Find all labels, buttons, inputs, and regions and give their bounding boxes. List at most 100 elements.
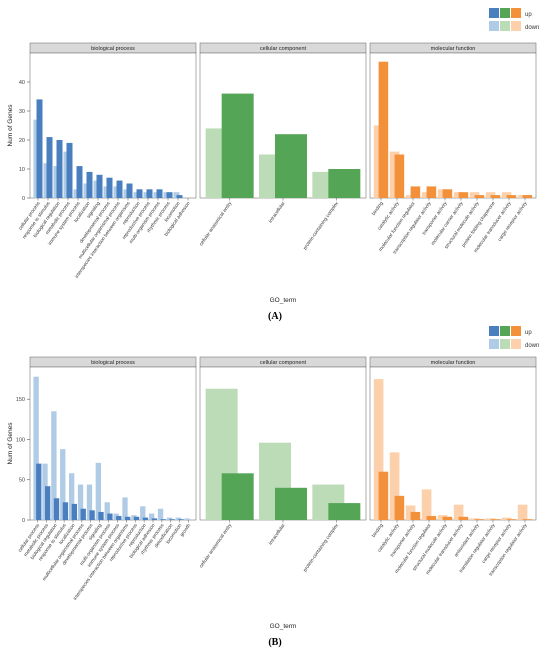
bar-up	[394, 154, 405, 198]
y-axis-label: Num of Genes	[7, 422, 14, 465]
legend-key-up	[489, 326, 499, 336]
bar-up	[36, 99, 43, 198]
bar-up	[116, 180, 123, 198]
bar-up	[426, 186, 437, 198]
bar-down	[184, 518, 190, 520]
x-tick-label: cellular anatomical entity	[198, 522, 233, 569]
bar-up	[275, 487, 307, 520]
bar-down	[373, 379, 384, 520]
bar-up	[66, 142, 73, 198]
legend-label-down: down	[525, 25, 539, 31]
bar-up	[80, 508, 86, 520]
bar-up	[116, 515, 122, 520]
bar-up	[96, 174, 103, 198]
bar-down	[389, 452, 400, 520]
bar-down	[437, 189, 448, 198]
bar-down	[437, 515, 448, 520]
legend-key-down	[500, 339, 510, 349]
bar-down	[149, 513, 155, 520]
bar-down	[86, 484, 93, 520]
legend-key-up	[511, 326, 521, 336]
x-tick-label: cargo receptor activity	[497, 200, 529, 242]
bar-up	[106, 177, 113, 198]
legend-key-down	[511, 339, 521, 349]
bar-up	[160, 519, 166, 520]
bar-up	[221, 93, 254, 198]
x-tick-label: protein-containing complex	[302, 200, 340, 251]
bar-up	[474, 519, 485, 520]
legend-key-up	[489, 8, 499, 18]
facet-panel	[29, 366, 197, 521]
facet-cellular-component: cellular component cellular anatomical en…	[198, 356, 367, 573]
bar-up	[45, 486, 51, 520]
panel-a-caption: (A)	[268, 311, 282, 322]
x-axis-label: GO_term	[270, 297, 297, 304]
bar-up	[56, 140, 63, 198]
bar-up	[458, 192, 469, 198]
bar-up	[76, 166, 83, 198]
y-axis-label: Num of Genes	[7, 104, 14, 147]
bar-up	[142, 517, 149, 520]
bar-up	[125, 516, 131, 520]
bar-down	[140, 506, 146, 520]
bar-down	[373, 125, 384, 198]
bar-up	[394, 495, 405, 520]
bar-up	[86, 171, 93, 198]
bar-down	[421, 489, 432, 520]
legend-key-up	[511, 8, 521, 18]
y-tick-label: 40	[19, 80, 25, 86]
x-tick-label: cargo receptor activity	[481, 522, 513, 564]
bar-down	[485, 192, 496, 198]
bar-down	[453, 504, 464, 520]
bar-up	[410, 511, 421, 520]
bar-down	[421, 192, 432, 198]
bar-up	[89, 510, 95, 520]
panel-b-caption: (B)	[268, 637, 282, 648]
bar-up	[36, 463, 42, 520]
bar-down	[405, 505, 416, 520]
bar-up	[275, 134, 307, 198]
legend-key-down	[500, 21, 510, 31]
bar-up	[156, 189, 163, 198]
y-tick-label: 10	[19, 167, 25, 173]
facet-cellular-component: cellular component cellular anatomical en…	[198, 42, 367, 251]
legend-key-down	[511, 21, 521, 31]
facet-strip-label: biological process	[91, 360, 135, 366]
bar-down	[95, 462, 101, 520]
bar-up	[490, 195, 501, 198]
bar-up	[522, 519, 533, 520]
bar-up	[53, 498, 60, 520]
x-tick-label: intracellular	[268, 200, 287, 224]
bar-up	[146, 189, 153, 198]
legend-key-down	[489, 339, 499, 349]
bar-down	[405, 195, 416, 198]
facet-strip-label: cellular component	[260, 46, 307, 52]
bar-up	[98, 511, 104, 520]
y-tick-label: 0	[22, 196, 25, 202]
bar-up	[169, 519, 175, 520]
bar-up	[133, 516, 140, 520]
x-tick-label: intracellular	[268, 522, 287, 546]
bar-up	[442, 189, 453, 198]
figure-a: up down Num of Genes 0 10 20 30 40 GO_term biolog…	[7, 8, 539, 304]
bar-up	[506, 195, 517, 198]
x-tick-label: binding	[371, 522, 385, 538]
bar-up	[378, 471, 389, 520]
bar-down	[60, 449, 66, 520]
facet-strip-label: cellular component	[260, 360, 307, 366]
x-tick-label: molecular carrier activity	[430, 200, 465, 246]
bar-up	[442, 516, 453, 520]
bar-up	[328, 169, 361, 198]
bar-up	[474, 195, 485, 198]
bar-down	[51, 411, 57, 520]
bar-up	[410, 186, 421, 198]
y-tick-label: 30	[19, 109, 25, 115]
bar-down	[122, 497, 128, 520]
bar-up	[151, 518, 157, 520]
facet-strip-label: biological process	[91, 46, 135, 52]
bar-down	[469, 518, 480, 520]
legend-key-up	[500, 8, 510, 18]
bar-up	[221, 473, 254, 520]
bar-down	[485, 518, 496, 520]
